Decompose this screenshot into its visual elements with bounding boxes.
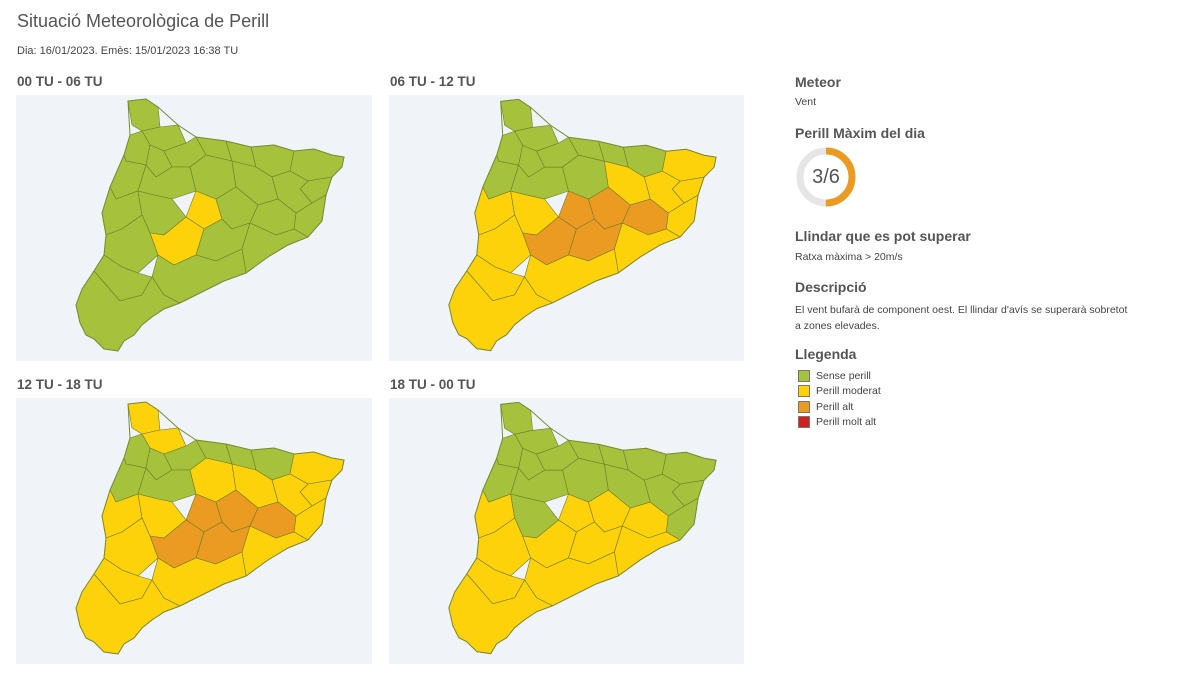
- map-0006[interactable]: [16, 95, 372, 361]
- legend-item-moderate: Perill moderat: [798, 384, 881, 400]
- map-outline: [75, 401, 345, 655]
- max-danger-value: 3/6: [812, 165, 840, 188]
- map-1800[interactable]: [389, 398, 744, 664]
- max-danger-gauge: [796, 147, 856, 207]
- legend-item-none: Sense perill: [798, 368, 881, 384]
- map-zone[interactable]: [127, 401, 161, 435]
- map-zone[interactable]: [127, 98, 161, 132]
- threshold-value: Ratxa màxima > 20m/s: [795, 251, 903, 263]
- description-line-1: El vent bufarà de component oest. El lli…: [795, 304, 1128, 316]
- map-title-0006: 00 TU - 06 TU: [17, 74, 103, 89]
- max-danger-heading: Perill Màxim del dia: [795, 125, 925, 141]
- map-outline: [448, 98, 717, 352]
- issue-date: Dia: 16/01/2023. Emès: 15/01/2023 16:38 …: [17, 45, 239, 57]
- map-outline: [448, 401, 717, 655]
- map-zone[interactable]: [500, 99, 533, 132]
- legend-item-very-high: Perill molt alt: [798, 415, 881, 431]
- legend-item-high: Perill alt: [798, 399, 881, 415]
- gauge-fill: [796, 147, 856, 207]
- map-title-0612: 06 TU - 12 TU: [390, 74, 476, 89]
- meteor-value: Vent: [795, 96, 817, 108]
- page-title: Situació Meteorològica de Perill: [17, 11, 270, 31]
- map-title-1800: 18 TU - 00 TU: [390, 377, 476, 392]
- legend-heading: Llegenda: [795, 346, 857, 362]
- legend-swatch: [798, 369, 810, 382]
- legend-swatch: [798, 385, 810, 398]
- map-0612[interactable]: [389, 95, 744, 361]
- map-1218[interactable]: [16, 398, 372, 664]
- legend-swatch: [798, 400, 810, 413]
- threshold-heading: Llindar que es pot superar: [795, 228, 971, 244]
- legend: Sense perill Perill moderat Perill alt P…: [798, 368, 881, 430]
- description-heading: Descripció: [795, 279, 867, 295]
- description-text: El vent bufarà de component oest. El lli…: [795, 302, 1127, 334]
- meteor-heading: Meteor: [795, 74, 841, 90]
- map-outline: [75, 98, 345, 352]
- legend-swatch: [798, 416, 810, 429]
- map-title-1218: 12 TU - 18 TU: [17, 377, 103, 392]
- description-line-2: a zones elevades.: [795, 320, 880, 332]
- map-zone[interactable]: [500, 402, 533, 435]
